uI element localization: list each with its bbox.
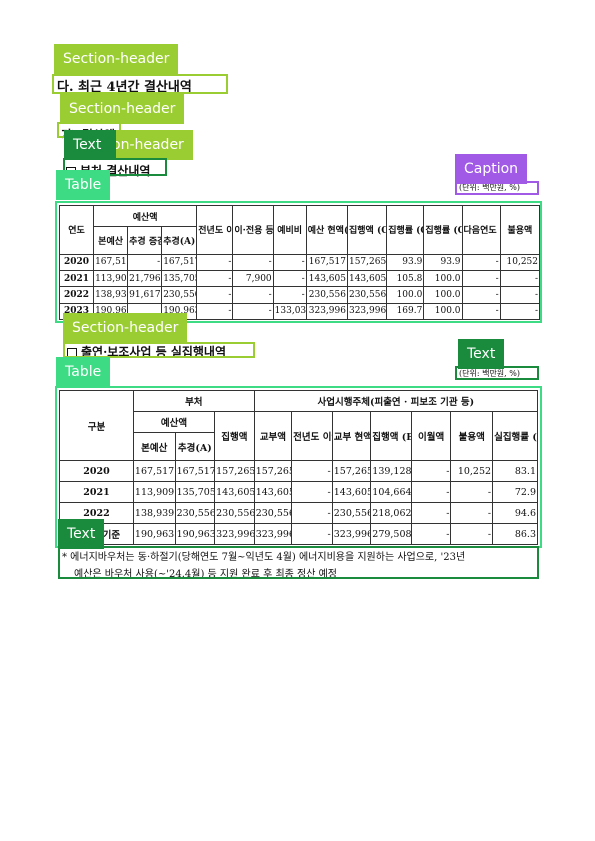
table2-title-text: 출연·보조사업 등 실집행내역	[81, 345, 227, 359]
col-unused: 불용액	[450, 411, 494, 461]
box-section-header-1	[52, 74, 228, 94]
table-row: 2020 167,517 167,517 157,265 157,265-157,265…	[59, 460, 538, 482]
col-unused: 불용액	[499, 205, 541, 255]
table-cell: 230,556	[253, 502, 293, 524]
table-cell: 86.3	[492, 523, 538, 545]
table-cell: 279,508	[370, 523, 412, 545]
col-supp: 추경 증감액	[127, 226, 163, 255]
col-current: 교부 현액	[331, 411, 372, 461]
label-section-header-2: Section-header	[60, 94, 185, 124]
col-carry-in: 전년도 이월액	[196, 205, 234, 255]
execution-table: 구분 부처 사업시행주체(피출연 · 피보조 기관 등) 예산액 집행액 교부액…	[59, 390, 539, 545]
col-exec: 집행액	[214, 411, 255, 461]
table-cell: -	[291, 523, 333, 545]
table-row: 2022138,93991,617230,556---230,556230,55…	[58, 286, 541, 304]
col-carry-out: 이월액	[410, 411, 452, 461]
unit-caption: (단위: 백만원, %)	[459, 183, 520, 192]
table-row: 2022 138,939 230,556 230,556 230,556-230,556…	[59, 502, 538, 524]
table-row: 2023 기준190,963190,963323,996323,996-323,…	[59, 523, 538, 545]
table-cell: -	[232, 286, 274, 304]
footnote-line-1: * 에너지바우처는 동·하절기(당해연도 7월~익년도 4월) 에너지비용을 지…	[62, 552, 466, 563]
col-current: 예산 현액(B)	[305, 205, 348, 255]
box-text-1	[63, 158, 167, 176]
label-caption: Caption	[455, 154, 528, 184]
box-section-header-4	[63, 342, 255, 358]
table-cell: 143,605	[305, 270, 348, 288]
table-cell: 323,996	[253, 523, 293, 545]
col-carry-in: 전년도 이월액	[291, 411, 333, 461]
label-section-header-4: Section-header	[63, 313, 188, 343]
box-table-1	[55, 201, 542, 323]
col-real-rate: 실집행률 (B/A)	[492, 411, 538, 461]
col-exec-b: 집행액 (B)	[370, 411, 412, 461]
col-year: 연도	[58, 205, 95, 255]
label-section-header-3: on-header	[106, 130, 193, 160]
table-cell: 169.7	[386, 302, 425, 321]
col-rate-cb: 집행률 (C/B)	[423, 205, 463, 255]
col-exec: 집행액 (C)	[346, 205, 388, 255]
box-text-3	[58, 546, 539, 579]
budget-settlement-table: 연도 예산액 전년도 이월액 이·전용 등 예비비 예산 현액(B) 집행액 (…	[58, 204, 541, 321]
table-cell: 133,033	[272, 302, 307, 321]
table-cell: -	[499, 302, 541, 321]
table-cell: -	[450, 523, 494, 545]
label-table-1: Table	[56, 170, 111, 200]
table-cell: 323,996	[331, 523, 372, 545]
table-cell: 167,517	[161, 253, 198, 272]
box-text-2	[455, 366, 539, 380]
unit-text: (단위: 백만원, %)	[459, 369, 520, 378]
label-text-3: Text	[58, 519, 105, 549]
box-table-2	[55, 386, 542, 548]
footnote-line-2: 예산은 바우처 사용(~'24.4월) 등 지원 완료 후 최종 정산 예정	[74, 569, 338, 580]
table-row: 2021113,90921,796135,705-7,900-143,60514…	[58, 270, 541, 288]
box-caption	[455, 181, 539, 195]
col-final: 추경(A)	[161, 226, 198, 255]
label-text-2: Text	[458, 339, 505, 369]
table-cell: 323,996	[346, 302, 388, 321]
col-carry-out: 다음연도 이월액	[461, 205, 501, 255]
label-table-2: Table	[56, 357, 111, 387]
label-text-1: Text	[64, 130, 116, 160]
col-main-budget: 본예산	[93, 226, 129, 255]
label-section-header-1: Section-header	[54, 44, 179, 74]
page-heading: 다. 최근 4년간 결산내역	[57, 80, 192, 95]
col-main-budget: 본예산	[132, 432, 176, 461]
table-cell: 323,996	[305, 302, 348, 321]
table-cell: -	[232, 302, 274, 321]
table-cell: 143,605	[346, 270, 388, 288]
table-cell: 190,963	[132, 523, 176, 545]
